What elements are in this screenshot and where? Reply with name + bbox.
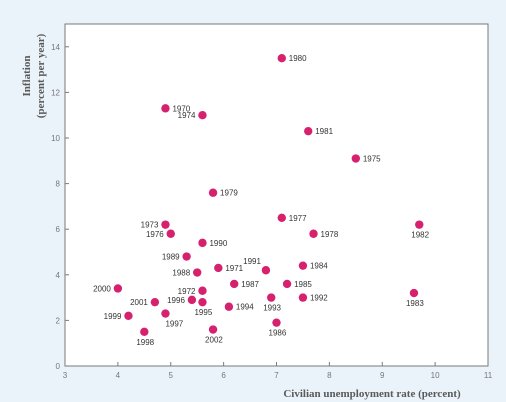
y-axis-title-line1: Inflation <box>21 56 33 97</box>
data-point-label: 1997 <box>165 320 183 329</box>
x-axis-title: Civilian unemployment rate (percent) <box>283 388 461 400</box>
data-point <box>161 309 170 318</box>
x-tick-label: 10 <box>431 371 440 380</box>
data-point-label: 1981 <box>315 127 333 136</box>
data-point-label: 1992 <box>310 294 328 303</box>
data-point <box>277 54 286 63</box>
y-tick-label: 14 <box>51 43 60 52</box>
data-point <box>187 295 197 305</box>
y-tick-label: 0 <box>56 362 61 371</box>
x-tick-label: 7 <box>274 371 279 380</box>
data-point <box>304 126 313 136</box>
data-point-label: 1983 <box>406 299 424 308</box>
data-point <box>415 220 424 229</box>
data-point-label: 1995 <box>194 308 212 317</box>
data-point-label: 1975 <box>363 155 381 164</box>
data-point-label: 1994 <box>236 303 254 312</box>
data-point <box>198 111 207 120</box>
data-point <box>198 238 207 248</box>
data-point-label: 2002 <box>205 336 223 345</box>
data-point-label: 1972 <box>178 287 196 296</box>
data-point <box>192 268 202 277</box>
data-point-label: 1976 <box>146 230 164 239</box>
y-tick-label: 4 <box>56 271 61 280</box>
data-point-label: 1970 <box>172 104 190 113</box>
data-point-label: 1996 <box>167 296 185 305</box>
plot-frame <box>64 23 489 367</box>
data-point <box>309 229 318 238</box>
data-point <box>161 104 170 113</box>
data-point-label: 1989 <box>162 253 180 262</box>
x-tick-label: 8 <box>327 371 332 380</box>
data-point <box>214 263 223 273</box>
data-point <box>409 288 419 298</box>
data-point-label: 1974 <box>178 111 196 120</box>
y-tick-label: 12 <box>51 88 60 97</box>
data-point-label: 1998 <box>136 338 154 347</box>
data-point-label: 1973 <box>141 221 159 230</box>
y-axis-title-line2: (percent per year) <box>35 33 47 118</box>
data-point <box>150 297 160 307</box>
y-tick-label: 10 <box>51 134 60 143</box>
data-point-label: 2000 <box>93 284 111 293</box>
data-point <box>261 266 271 275</box>
data-point <box>298 293 308 302</box>
data-point <box>282 279 292 289</box>
data-point <box>113 284 123 293</box>
axis-ticks: 3 4 5 6 7 8 9 10 11 0 2 4 6 8 10 12 14 <box>51 43 493 380</box>
data-point-label: 1999 <box>104 312 122 321</box>
data-point <box>277 213 286 222</box>
data-point <box>166 229 175 238</box>
data-point-label: 1971 <box>225 264 243 273</box>
data-point <box>208 325 218 334</box>
x-tick-label: 5 <box>169 371 174 380</box>
data-point-label: 1982 <box>411 231 429 240</box>
data-point-label: 1986 <box>269 329 287 338</box>
y-tick-label: 8 <box>56 180 61 189</box>
data-point-label: 1979 <box>220 189 238 198</box>
data-point-label: 1984 <box>310 262 328 271</box>
data-point <box>230 279 239 289</box>
data-point-label: 1991 <box>243 257 261 266</box>
data-point <box>198 297 207 307</box>
y-tick-label: 6 <box>56 225 61 234</box>
data-point <box>124 311 133 321</box>
data-point <box>298 261 308 270</box>
x-tick-label: 9 <box>380 371 385 380</box>
data-point-label: 1987 <box>241 280 259 289</box>
data-point-label: 1988 <box>172 269 190 278</box>
data-point <box>161 220 170 229</box>
data-point-label: 1980 <box>289 54 307 63</box>
x-tick-label: 6 <box>221 371 226 380</box>
x-tick-label: 3 <box>63 371 68 380</box>
data-point-label: 2001 <box>130 298 148 307</box>
data-point <box>140 327 149 336</box>
data-point-label: 1985 <box>294 280 312 289</box>
data-point-label: 1977 <box>289 214 307 223</box>
y-tick-label: 2 <box>56 316 61 325</box>
data-point <box>351 154 361 163</box>
data-point <box>208 188 218 197</box>
data-point-label: 1978 <box>321 230 339 239</box>
data-point-label: 1990 <box>209 239 227 248</box>
data-point <box>224 302 234 311</box>
data-point-label: 1993 <box>263 304 281 313</box>
x-tick-label: 4 <box>116 371 121 380</box>
data-point <box>272 318 281 327</box>
data-point <box>182 252 191 261</box>
data-point <box>198 286 207 295</box>
data-point <box>267 293 276 302</box>
x-tick-label: 11 <box>484 371 493 380</box>
